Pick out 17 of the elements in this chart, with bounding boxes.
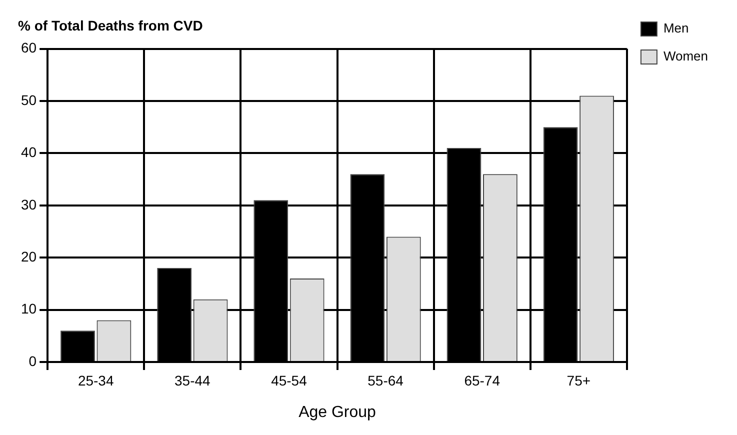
x-tick-label: 75+ bbox=[566, 372, 591, 388]
x-tick-label: 55-64 bbox=[368, 372, 404, 388]
x-tick-label: 35-44 bbox=[174, 372, 211, 388]
y-tick-label: 20 bbox=[20, 248, 37, 264]
y-tick-label: 60 bbox=[20, 40, 37, 56]
y-tick-label: 0 bbox=[28, 352, 37, 369]
y-tick-label: 40 bbox=[20, 144, 37, 160]
x-tick-label: 45-54 bbox=[271, 372, 308, 388]
y-tick-label: 10 bbox=[20, 300, 37, 317]
y-tick-label: 50 bbox=[20, 92, 37, 108]
legend-label: Men bbox=[663, 20, 689, 36]
x-tick-label: 65-74 bbox=[464, 372, 500, 388]
legend-label: Women bbox=[663, 48, 708, 64]
y-tick-label: 30 bbox=[20, 196, 37, 212]
x-tick-label: 25-34 bbox=[78, 372, 114, 388]
y-axis-title: % of Total Deaths from CVD bbox=[18, 17, 203, 34]
x-axis-title: Age Group bbox=[298, 404, 376, 421]
